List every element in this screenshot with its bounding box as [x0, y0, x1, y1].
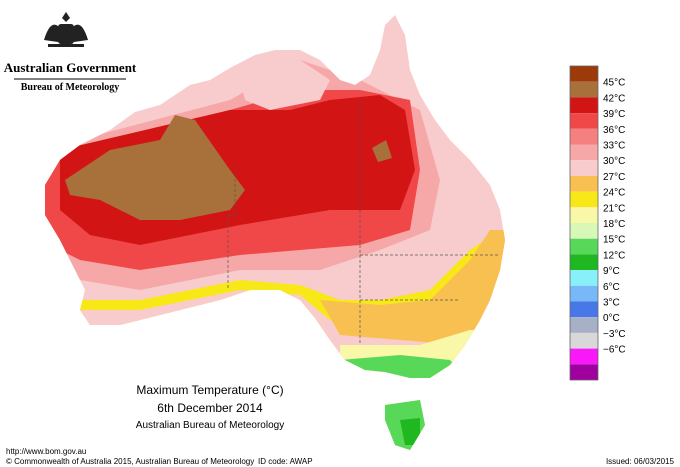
legend-swatch — [570, 301, 598, 318]
legend-swatch — [570, 285, 598, 302]
bureau-name: Bureau of Meteorology — [21, 82, 120, 93]
legend-swatch — [570, 81, 598, 98]
map-date: 6th December 2014 — [157, 401, 263, 415]
legend-frame — [569, 65, 599, 381]
legend: 45°C 42°C 39°C 36°C 33°C 30°C 27°C 24°C 21°C 18°C… — [569, 65, 626, 381]
legend-label: 33°C — [603, 141, 625, 152]
legend-swatch — [570, 348, 598, 365]
legend-swatch — [570, 175, 598, 192]
legend-swatch — [570, 223, 598, 239]
legend-label: 24°C — [603, 188, 625, 199]
legend-swatch — [570, 364, 598, 380]
url: http://www.bom.gov.au — [6, 447, 86, 456]
legend-label: 0°C — [603, 313, 620, 324]
legend-label: 18°C — [603, 219, 625, 230]
legend-swatch — [570, 66, 598, 82]
legend-label: 6°C — [603, 282, 620, 293]
legend-label: 15°C — [603, 235, 625, 246]
legend-label: 9°C — [603, 266, 620, 277]
legend-label: 45°C — [603, 78, 625, 89]
legend-swatch — [570, 332, 598, 349]
legend-swatch — [570, 207, 598, 223]
legend-swatch — [570, 160, 598, 176]
legend-label: 42°C — [603, 93, 625, 104]
legend-swatch — [570, 97, 598, 114]
legend-swatch — [570, 128, 598, 145]
government-name: Australian Government — [4, 60, 137, 75]
legend-label: 30°C — [603, 156, 625, 167]
legend-swatch — [570, 144, 598, 161]
copyright: © Commonwealth of Australia 2015, Austra… — [6, 457, 254, 466]
map-title: Maximum Temperature (°C) — [136, 383, 283, 397]
legend-swatch — [570, 113, 598, 129]
legend-label: 36°C — [603, 125, 625, 136]
legend-label: −6°C — [603, 345, 626, 356]
map-source: Australian Bureau of Meteorology — [136, 420, 284, 431]
legend-swatch — [570, 270, 598, 286]
legend-swatch — [570, 238, 598, 255]
legend-swatch — [570, 254, 598, 271]
issued: Issued: 06/03/2015 — [606, 457, 675, 466]
legend-label: 27°C — [603, 172, 625, 183]
legend-swatch — [570, 191, 598, 208]
legend-label: 21°C — [603, 203, 625, 214]
legend-label: −3°C — [603, 329, 626, 340]
legend-label: 39°C — [603, 109, 625, 120]
legend-label: 3°C — [603, 298, 620, 309]
legend-swatch — [570, 317, 598, 333]
coat-of-arms — [44, 12, 88, 47]
legend-label: 12°C — [603, 250, 625, 261]
id-code: ID code: AWAP — [258, 457, 313, 466]
